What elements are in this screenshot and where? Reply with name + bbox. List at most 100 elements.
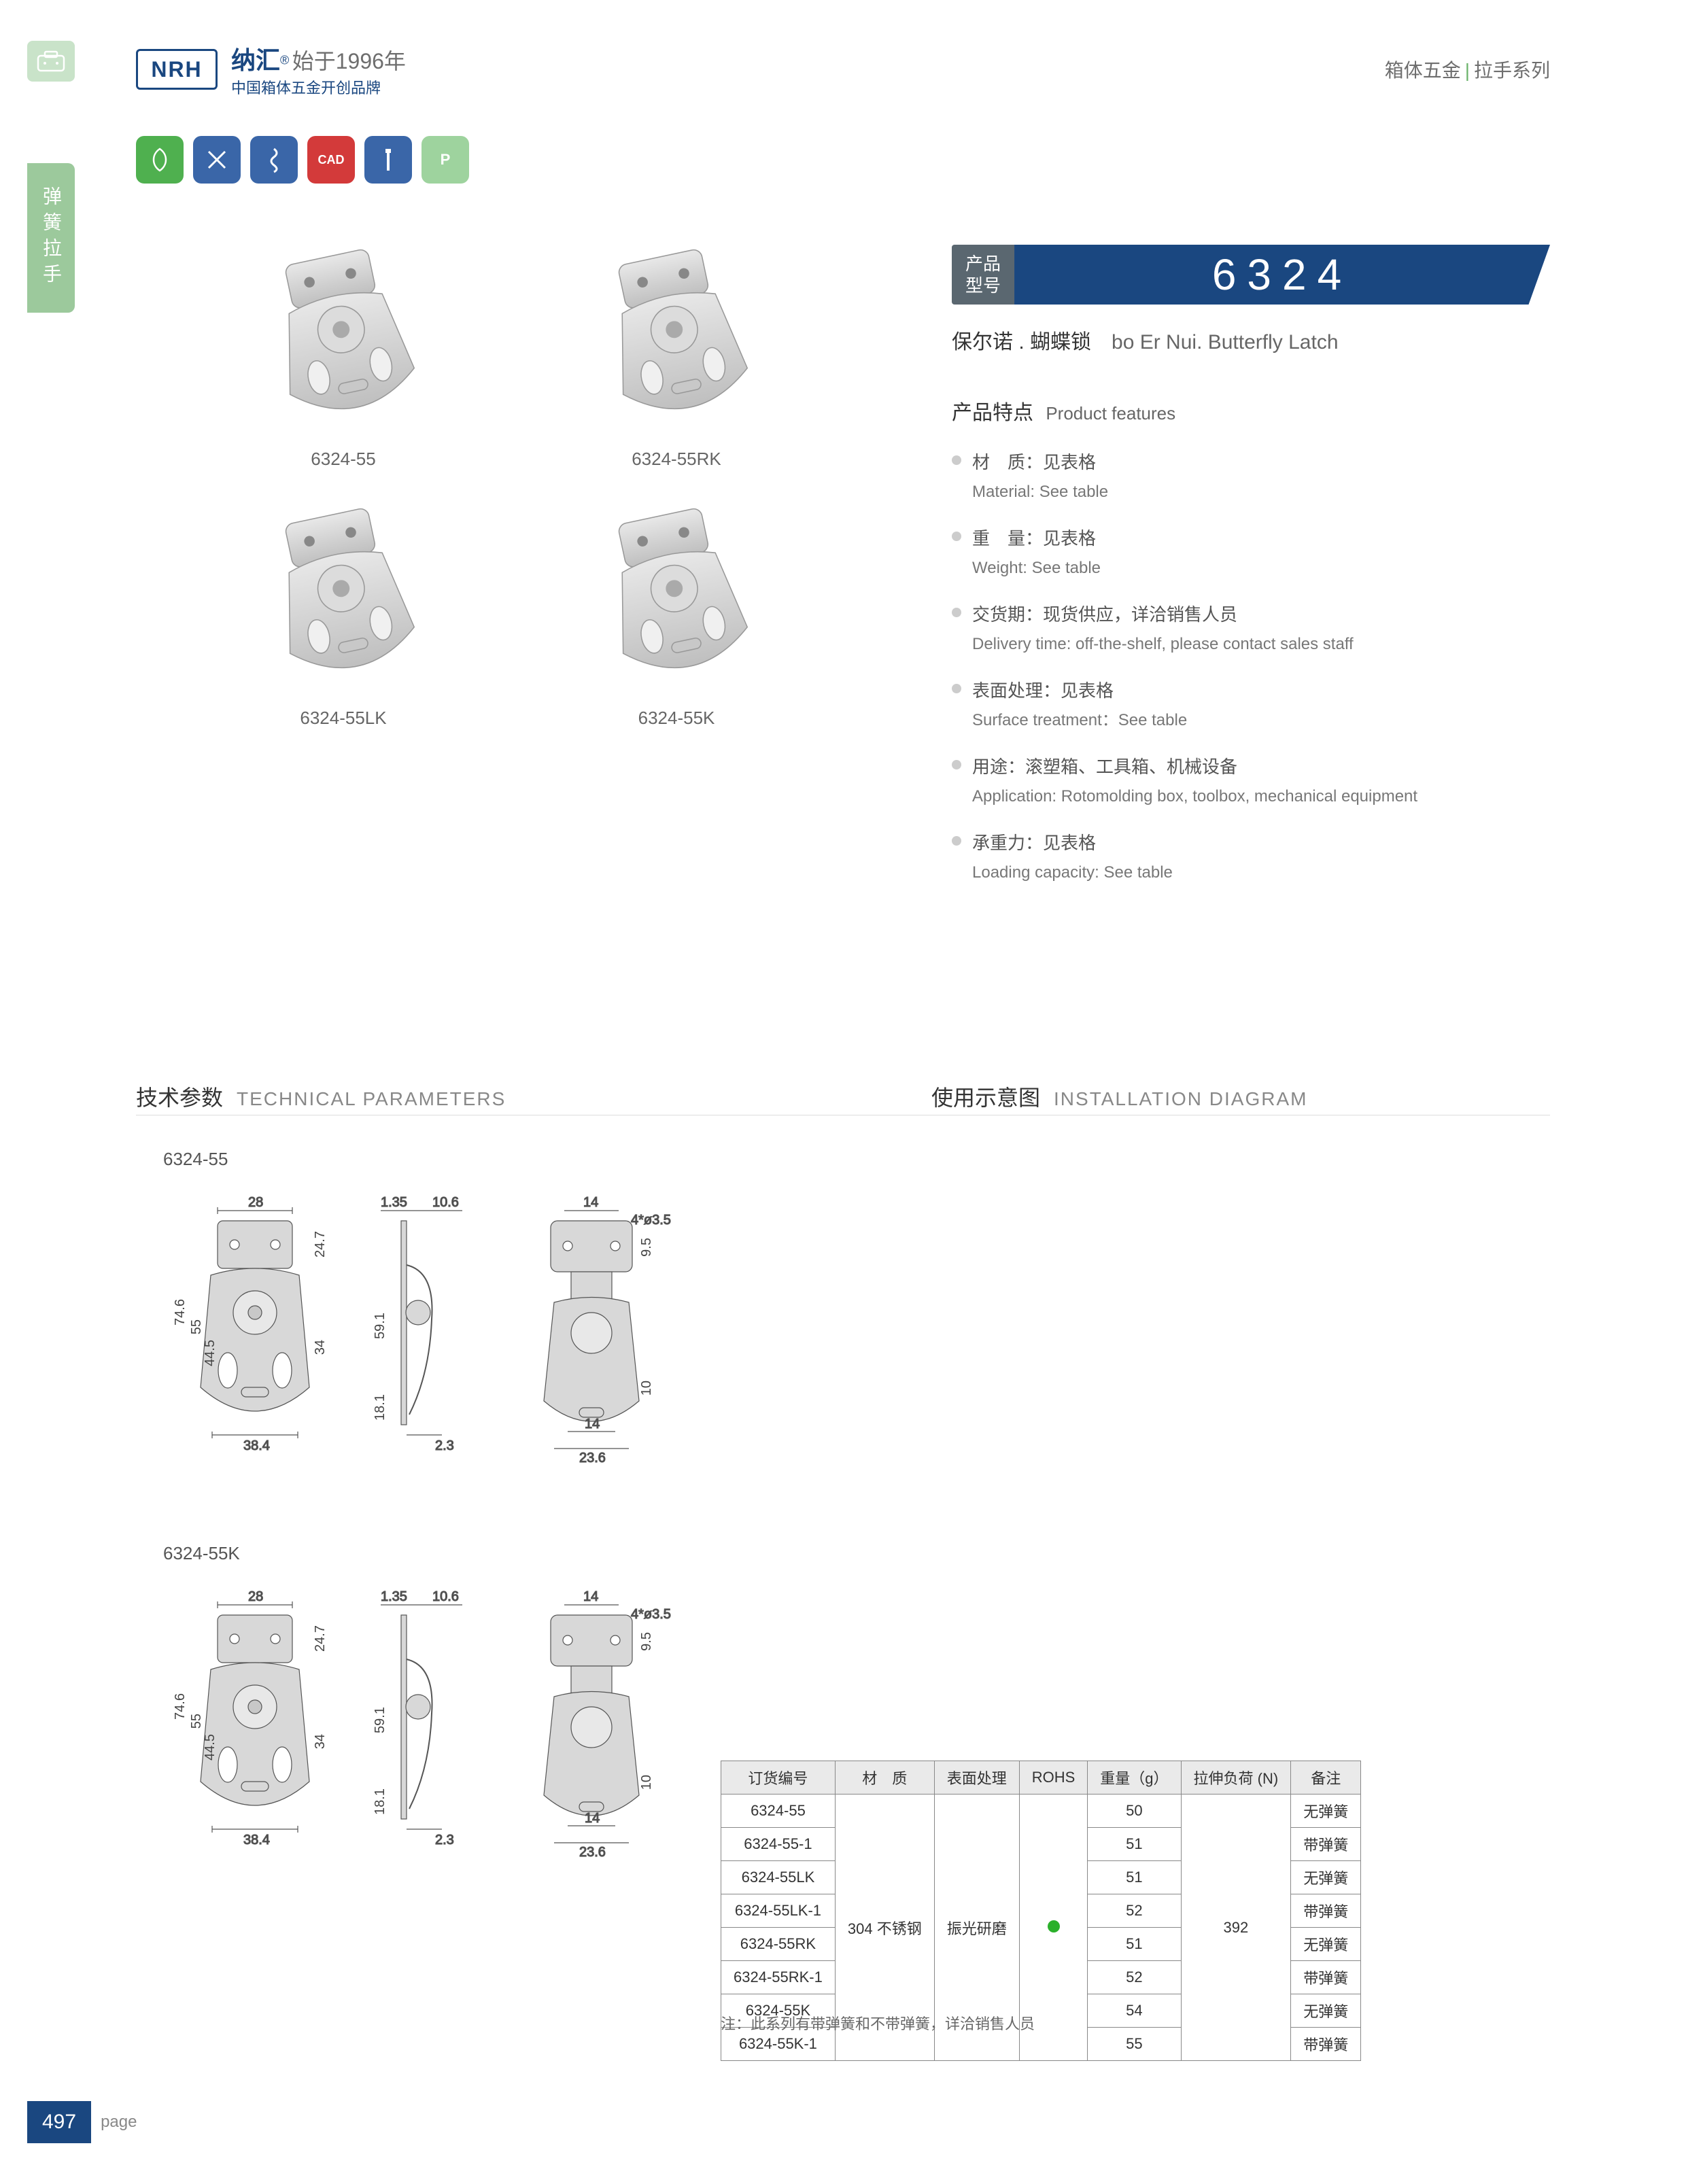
product-item: 6324-55 — [197, 238, 489, 470]
note-cell: 带弹簧 — [1291, 2028, 1361, 2061]
svg-text:38.4: 38.4 — [243, 1438, 270, 1453]
weight-cell: 51 — [1088, 1861, 1181, 1894]
product-image — [214, 238, 472, 442]
cad-badge-icon: CAD — [307, 136, 355, 184]
product-grid: 6324-55 6324-55RK 6324-55LK — [197, 238, 823, 729]
table-header-cell: ROHS — [1019, 1761, 1088, 1795]
table-header-cell: 重量（g） — [1088, 1761, 1181, 1795]
svg-text:23.6: 23.6 — [579, 1451, 606, 1466]
tech-drawing-1: 6324-55 28 38.4 74.6 55 44.5 24.7 34 — [163, 1149, 680, 1469]
weight-cell: 52 — [1088, 1894, 1181, 1928]
product-image — [547, 238, 806, 442]
table-row: 6324-55304 不锈钢振光研磨50392无弹簧 — [721, 1795, 1361, 1828]
svg-text:14: 14 — [583, 1195, 598, 1210]
code-cell: 6324-55RK-1 — [721, 1961, 836, 1994]
note-cell: 无弹簧 — [1291, 1994, 1361, 2028]
svg-text:1.35: 1.35 — [381, 1195, 407, 1210]
weight-cell: 51 — [1088, 1828, 1181, 1861]
product-item: 6324-55K — [530, 497, 823, 729]
table-header-row: 订货编号材 质表面处理ROHS重量（g）拉伸负荷 (N)备注 — [721, 1761, 1361, 1795]
spring-badge-icon — [250, 136, 298, 184]
product-label: 6324-55RK — [632, 449, 721, 470]
installation-header: 使用示意图INSTALLATION DIAGRAM — [931, 1081, 1307, 1112]
table-header-cell: 材 质 — [835, 1761, 934, 1795]
model-block: 产品型号 6324 保尔诺 . 蝴蝶锁bo Er Nui. Butterfly … — [952, 245, 1550, 896]
p-badge-icon: P — [422, 136, 469, 184]
product-label: 6324-55K — [638, 708, 715, 729]
note-cell: 无弹簧 — [1291, 1861, 1361, 1894]
page-footer: 497 page — [27, 2101, 137, 2143]
drawings-row-1: 28 38.4 74.6 55 44.5 24.7 34 1.35 10.6 — [163, 1183, 680, 1469]
svg-text:4*ø3.5: 4*ø3.5 — [631, 1607, 671, 1622]
weight-cell: 55 — [1088, 2028, 1181, 2061]
svg-text:14: 14 — [585, 1811, 600, 1826]
feature-item: 承重力：见表格Loading capacity: See table — [952, 820, 1550, 896]
brand-subtitle: 中国箱体五金开创品牌 — [231, 76, 406, 98]
product-label: 6324-55 — [311, 449, 375, 470]
code-cell: 6324-55 — [721, 1795, 836, 1828]
features-title: 产品特点 Product features — [952, 396, 1550, 426]
code-cell: 6324-55LK-1 — [721, 1894, 836, 1928]
product-label: 6324-55LK — [300, 708, 386, 729]
note-cell: 带弹簧 — [1291, 1828, 1361, 1861]
feature-item: 表面处理：见表格Surface treatment：See table — [952, 668, 1550, 744]
svg-text:14: 14 — [583, 1589, 598, 1604]
note-cell: 带弹簧 — [1291, 1961, 1361, 1994]
feature-item: 交货期：现货供应，详洽销售人员Delivery time: off-the-sh… — [952, 591, 1550, 668]
load-cell: 392 — [1181, 1795, 1291, 2061]
svg-text:10.6: 10.6 — [432, 1589, 459, 1604]
eco-badge-icon — [136, 136, 184, 184]
weight-cell: 50 — [1088, 1795, 1181, 1828]
code-cell: 6324-55LK — [721, 1861, 836, 1894]
page-number: 497 — [27, 2101, 91, 2143]
header-category: 箱体五金|拉手系列 — [1385, 56, 1550, 83]
table-note: 注：此系列有带弹簧和不带弹簧，详洽销售人员 — [721, 2012, 1035, 2034]
product-image — [547, 497, 806, 701]
tech-model-label-2: 6324-55K — [163, 1543, 680, 1564]
page-label: page — [101, 2113, 137, 2132]
feature-item: 重 量：见表格Weight: See table — [952, 515, 1550, 591]
tech-params-header: 技术参数TECHNICAL PARAMETERS — [136, 1081, 506, 1112]
svg-text:2.3: 2.3 — [435, 1833, 454, 1848]
product-item: 6324-55RK — [530, 238, 823, 470]
note-cell: 无弹簧 — [1291, 1928, 1361, 1961]
drawings-row-2: 28 38.4 74.6 55 44.5 24.7 34 1.35 10.6 — [163, 1578, 680, 1863]
feature-badges: CAD P — [136, 136, 469, 184]
svg-text:2.3: 2.3 — [435, 1438, 454, 1453]
model-label: 产品型号 — [952, 245, 1014, 305]
rohs-dot-icon — [1048, 1920, 1060, 1932]
screw-badge-icon — [364, 136, 412, 184]
table-header-cell: 订货编号 — [721, 1761, 836, 1795]
tools-badge-icon — [193, 136, 241, 184]
model-number: 6324 — [1212, 249, 1352, 300]
features-list: 材 质：见表格Material: See table重 量：见表格Weight:… — [952, 439, 1550, 896]
svg-text:28: 28 — [248, 1195, 263, 1210]
feature-item: 用途：滚塑箱、工具箱、机械设备Application: Rotomolding … — [952, 744, 1550, 820]
svg-text:4*ø3.5: 4*ø3.5 — [631, 1213, 671, 1228]
tech-model-label-1: 6324-55 — [163, 1149, 680, 1170]
weight-cell: 54 — [1088, 1994, 1181, 2028]
model-number-banner: 6324 — [1014, 245, 1550, 305]
side-category-tab: 弹簧拉手 — [27, 163, 75, 313]
logo-mark: NRH — [136, 49, 218, 90]
table-header-cell: 拉伸负荷 (N) — [1181, 1761, 1291, 1795]
product-item: 6324-55LK — [197, 497, 489, 729]
svg-text:38.4: 38.4 — [243, 1833, 270, 1848]
tech-drawing-2: 6324-55K 28 38.4 74.6 55 44.5 24.7 34 — [163, 1543, 680, 1863]
reg-mark: ® — [280, 54, 289, 67]
code-cell: 6324-55RK — [721, 1928, 836, 1961]
model-name: 保尔诺 . 蝴蝶锁bo Er Nui. Butterfly Latch — [952, 325, 1550, 355]
table-header-cell: 表面处理 — [934, 1761, 1019, 1795]
code-cell: 6324-55-1 — [721, 1828, 836, 1861]
note-cell: 无弹簧 — [1291, 1795, 1361, 1828]
svg-text:28: 28 — [248, 1589, 263, 1604]
svg-text:23.6: 23.6 — [579, 1845, 606, 1860]
weight-cell: 51 — [1088, 1928, 1181, 1961]
brand-year: 始于1996年 — [292, 49, 406, 73]
note-cell: 带弹簧 — [1291, 1894, 1361, 1928]
page-header: NRH 纳汇® 始于1996年 中国箱体五金开创品牌 箱体五金|拉手系列 — [136, 41, 1550, 98]
brand-name-cn: 纳汇 — [231, 46, 280, 74]
feature-item: 材 质：见表格Material: See table — [952, 439, 1550, 515]
svg-text:10.6: 10.6 — [432, 1195, 459, 1210]
side-category-icon — [27, 41, 75, 82]
